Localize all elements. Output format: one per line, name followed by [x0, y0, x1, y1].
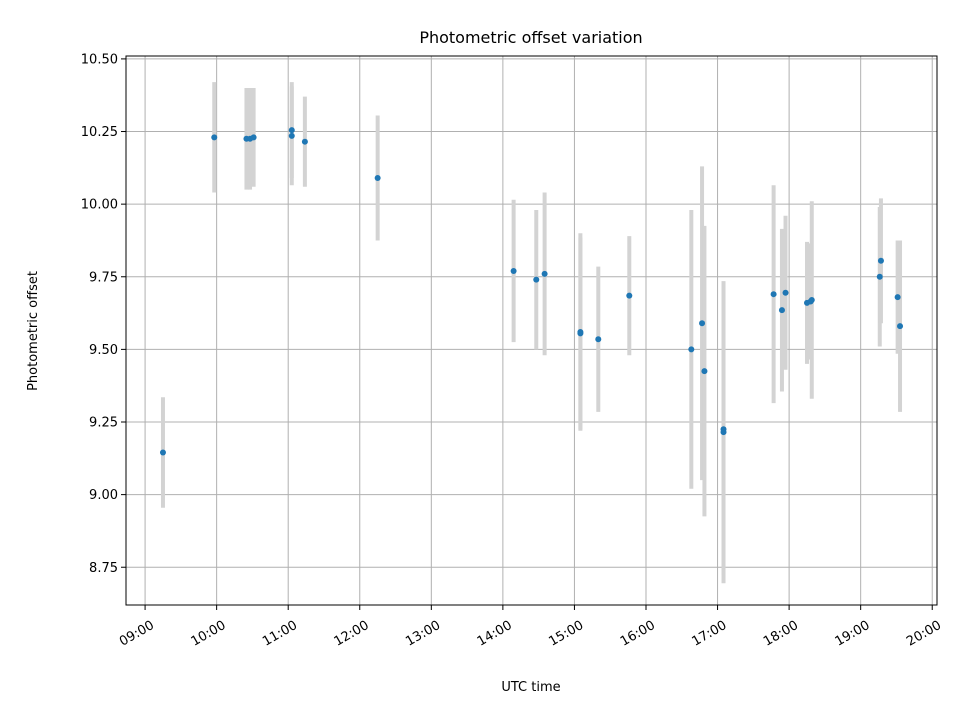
data-point: [770, 291, 777, 298]
data-point: [541, 270, 548, 277]
data-point: [778, 307, 785, 314]
data-point: [288, 132, 295, 139]
data-point: [159, 449, 166, 456]
data-point: [699, 320, 706, 327]
y-axis-label: Photometric offset: [26, 271, 41, 391]
data-point: [510, 267, 517, 274]
grid-lines: [126, 56, 937, 605]
data-point: [701, 368, 708, 375]
data-point: [782, 289, 789, 296]
data-point: [595, 336, 602, 343]
y-tick-label: 9.75: [89, 270, 118, 285]
data-point: [808, 297, 815, 303]
data-point: [876, 273, 883, 280]
data-point: [720, 429, 727, 436]
y-tick-label: 9.25: [89, 416, 118, 431]
x-axis-label: UTC time: [501, 680, 560, 695]
data-point: [688, 346, 695, 353]
y-tick-label: 10.25: [81, 125, 118, 140]
y-axis-ticks: 8.75 9.00 9.25 9.50 9.75 10.00 10.25 10.50: [81, 52, 126, 576]
data-point: [288, 127, 295, 134]
data-point: [897, 323, 904, 330]
data-point: [626, 292, 633, 299]
data-point: [577, 330, 584, 337]
data-points: [159, 127, 904, 456]
data-point: [250, 134, 257, 141]
data-point: [374, 175, 381, 181]
y-tick-label: 8.75: [89, 561, 118, 576]
data-point: [301, 138, 308, 145]
data-point: [894, 294, 901, 301]
y-tick-label: 9.00: [89, 488, 118, 503]
y-tick-label: 9.50: [89, 343, 118, 358]
y-tick-label: 10.50: [81, 52, 118, 67]
data-point: [877, 257, 884, 264]
data-point: [211, 134, 218, 141]
y-tick-label: 10.00: [81, 198, 118, 213]
plot-frame: [125, 55, 938, 606]
chart-title: Photometric offset variation: [419, 28, 642, 47]
data-point: [533, 276, 540, 283]
